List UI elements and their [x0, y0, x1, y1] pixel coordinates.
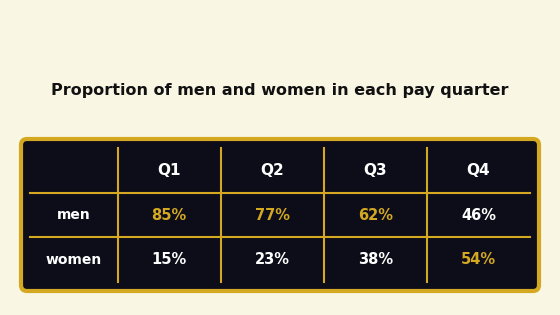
Text: 46%: 46%	[461, 208, 496, 222]
Text: Proportion of men and women in each pay quarter: Proportion of men and women in each pay …	[52, 83, 508, 98]
Text: Q2: Q2	[260, 163, 284, 178]
FancyBboxPatch shape	[21, 139, 539, 291]
Text: 15%: 15%	[151, 252, 186, 267]
Text: 54%: 54%	[461, 252, 496, 267]
Text: women: women	[45, 253, 102, 267]
Text: 77%: 77%	[255, 208, 290, 222]
Text: 85%: 85%	[151, 208, 186, 222]
Text: 62%: 62%	[358, 208, 393, 222]
Text: 23%: 23%	[255, 252, 290, 267]
Text: Q4: Q4	[466, 163, 491, 178]
Text: Q1: Q1	[157, 163, 181, 178]
Text: 38%: 38%	[358, 252, 393, 267]
Text: men: men	[57, 208, 91, 222]
Text: Q3: Q3	[363, 163, 387, 178]
